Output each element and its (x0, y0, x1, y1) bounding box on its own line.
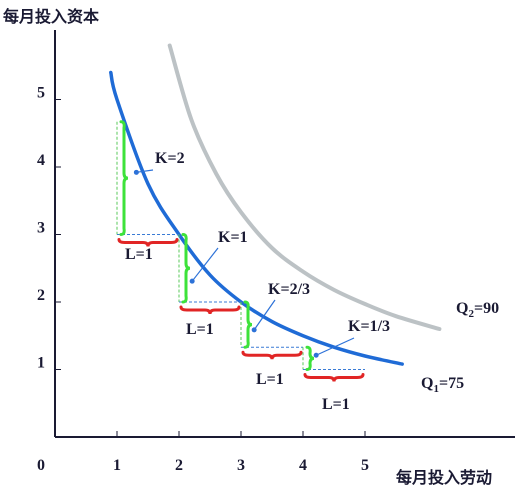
series-label-q2: Q2=90 (456, 300, 499, 320)
k-label: K=1/3 (348, 318, 390, 335)
l-bracket (303, 373, 365, 382)
l-bracket (117, 238, 179, 247)
series-label-q1: Q1=75 (421, 375, 464, 395)
x-tick-label: 4 (299, 457, 307, 474)
y-tick-label: 5 (37, 85, 45, 102)
l-label: L=1 (256, 371, 284, 388)
k-bracket (181, 233, 191, 304)
l-label: L=1 (125, 246, 153, 263)
l-label: L=1 (322, 396, 350, 413)
x-tick-label: 2 (175, 457, 183, 474)
y-tick-label: 3 (37, 220, 45, 237)
x-axis-title: 每月投入劳动 (396, 468, 492, 487)
k-label: K=2/3 (268, 281, 310, 298)
k-arrow-head (133, 169, 139, 175)
y-axis-title: 每月投入资本 (3, 7, 99, 26)
x-tick-label: 1 (113, 457, 121, 474)
k-bracket (243, 300, 253, 349)
y-tick-label: 4 (37, 152, 45, 169)
l-bracket (241, 350, 303, 360)
k-label: K=2 (155, 150, 185, 167)
k-arrow-head (313, 352, 319, 358)
k-arrow-head (189, 278, 195, 284)
l-label: L=1 (186, 321, 214, 338)
k-label: K=1 (218, 229, 248, 246)
l-bracket (179, 305, 241, 315)
k-arrow (315, 337, 355, 356)
k-arrow (136, 169, 154, 173)
origin-label: 0 (37, 457, 45, 474)
k-arrow-head (251, 327, 257, 333)
x-tick-label: 5 (361, 457, 369, 474)
x-tick-label: 3 (237, 457, 245, 474)
y-tick-label: 2 (37, 287, 45, 304)
isoquant-q2-line (167, 43, 442, 331)
k-arrow (191, 247, 219, 282)
k-arrow (253, 299, 276, 331)
k-bracket (119, 120, 129, 236)
k-bracket (305, 345, 315, 371)
y-tick-label: 1 (37, 355, 45, 372)
